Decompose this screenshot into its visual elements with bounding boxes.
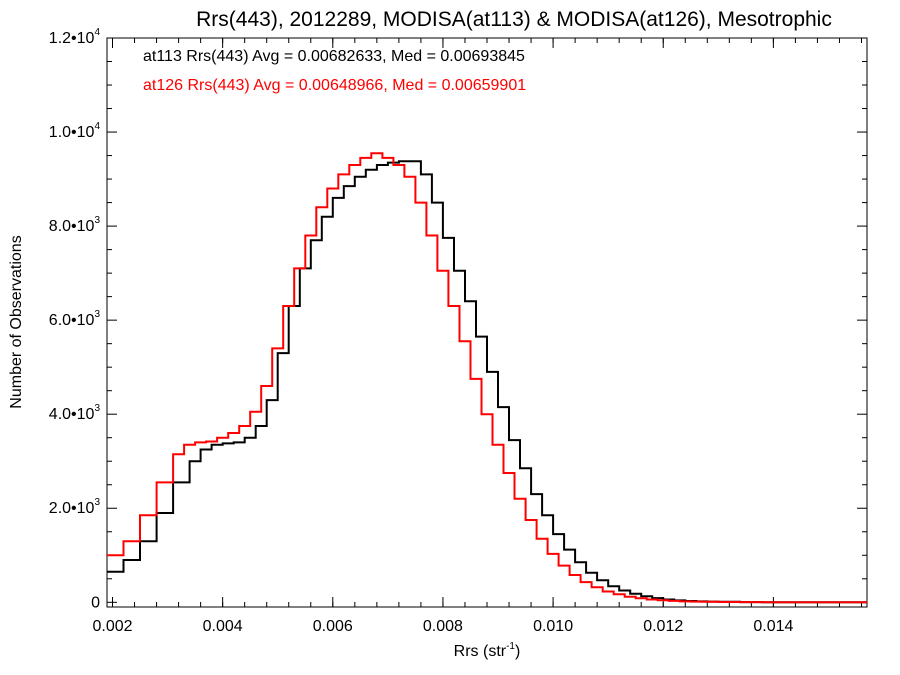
x-tick-label-1: 0.004 — [203, 618, 243, 635]
annotation-at113: at113 Rrs(443) Avg = 0.00682633, Med = 0… — [143, 48, 525, 65]
y-tick-label-1: 2.0•103 — [49, 497, 101, 517]
y-tick-label-4: 8.0•103 — [49, 215, 101, 235]
x-tick-label-4: 0.010 — [533, 618, 573, 635]
y-tick-label-6: 1.2•104 — [49, 27, 101, 47]
x-tick-label-0: 0.002 — [92, 618, 132, 635]
x-tick-label-6: 0.014 — [753, 618, 793, 635]
x-axis-label-sup: -1 — [506, 641, 515, 652]
y-tick-label-5: 1.0•104 — [49, 121, 101, 141]
series-layer — [107, 152, 867, 604]
y-tick-label-3: 6.0•103 — [49, 309, 101, 329]
y-tick-label-2: 4.0•103 — [49, 403, 101, 423]
x-tick-label-2: 0.006 — [313, 618, 353, 635]
x-tick-label-5: 0.012 — [643, 618, 683, 635]
x-axis-label-main: Rrs (str — [454, 643, 507, 660]
series-line-0 — [107, 160, 867, 604]
y-axis-label: Number of Observations — [8, 235, 25, 408]
x-axis-label: Rrs (str-1) — [454, 641, 521, 660]
chart-title: Rrs(443), 2012289, MODISA(at113) & MODIS… — [196, 8, 832, 31]
series-line-1 — [107, 152, 867, 604]
annotation-at126: at126 Rrs(443) Avg = 0.00648966, Med = 0… — [143, 77, 526, 94]
axis-ticks: 0.002 0.004 0.006 0.008 0.010 0.012 0.014 0 2.0•… — [49, 27, 867, 635]
x-tick-label-3: 0.008 — [423, 618, 463, 635]
y-tick-label-0: 0 — [91, 594, 100, 611]
plot-frame — [106, 37, 868, 608]
x-axis-label-end: ) — [515, 643, 520, 660]
